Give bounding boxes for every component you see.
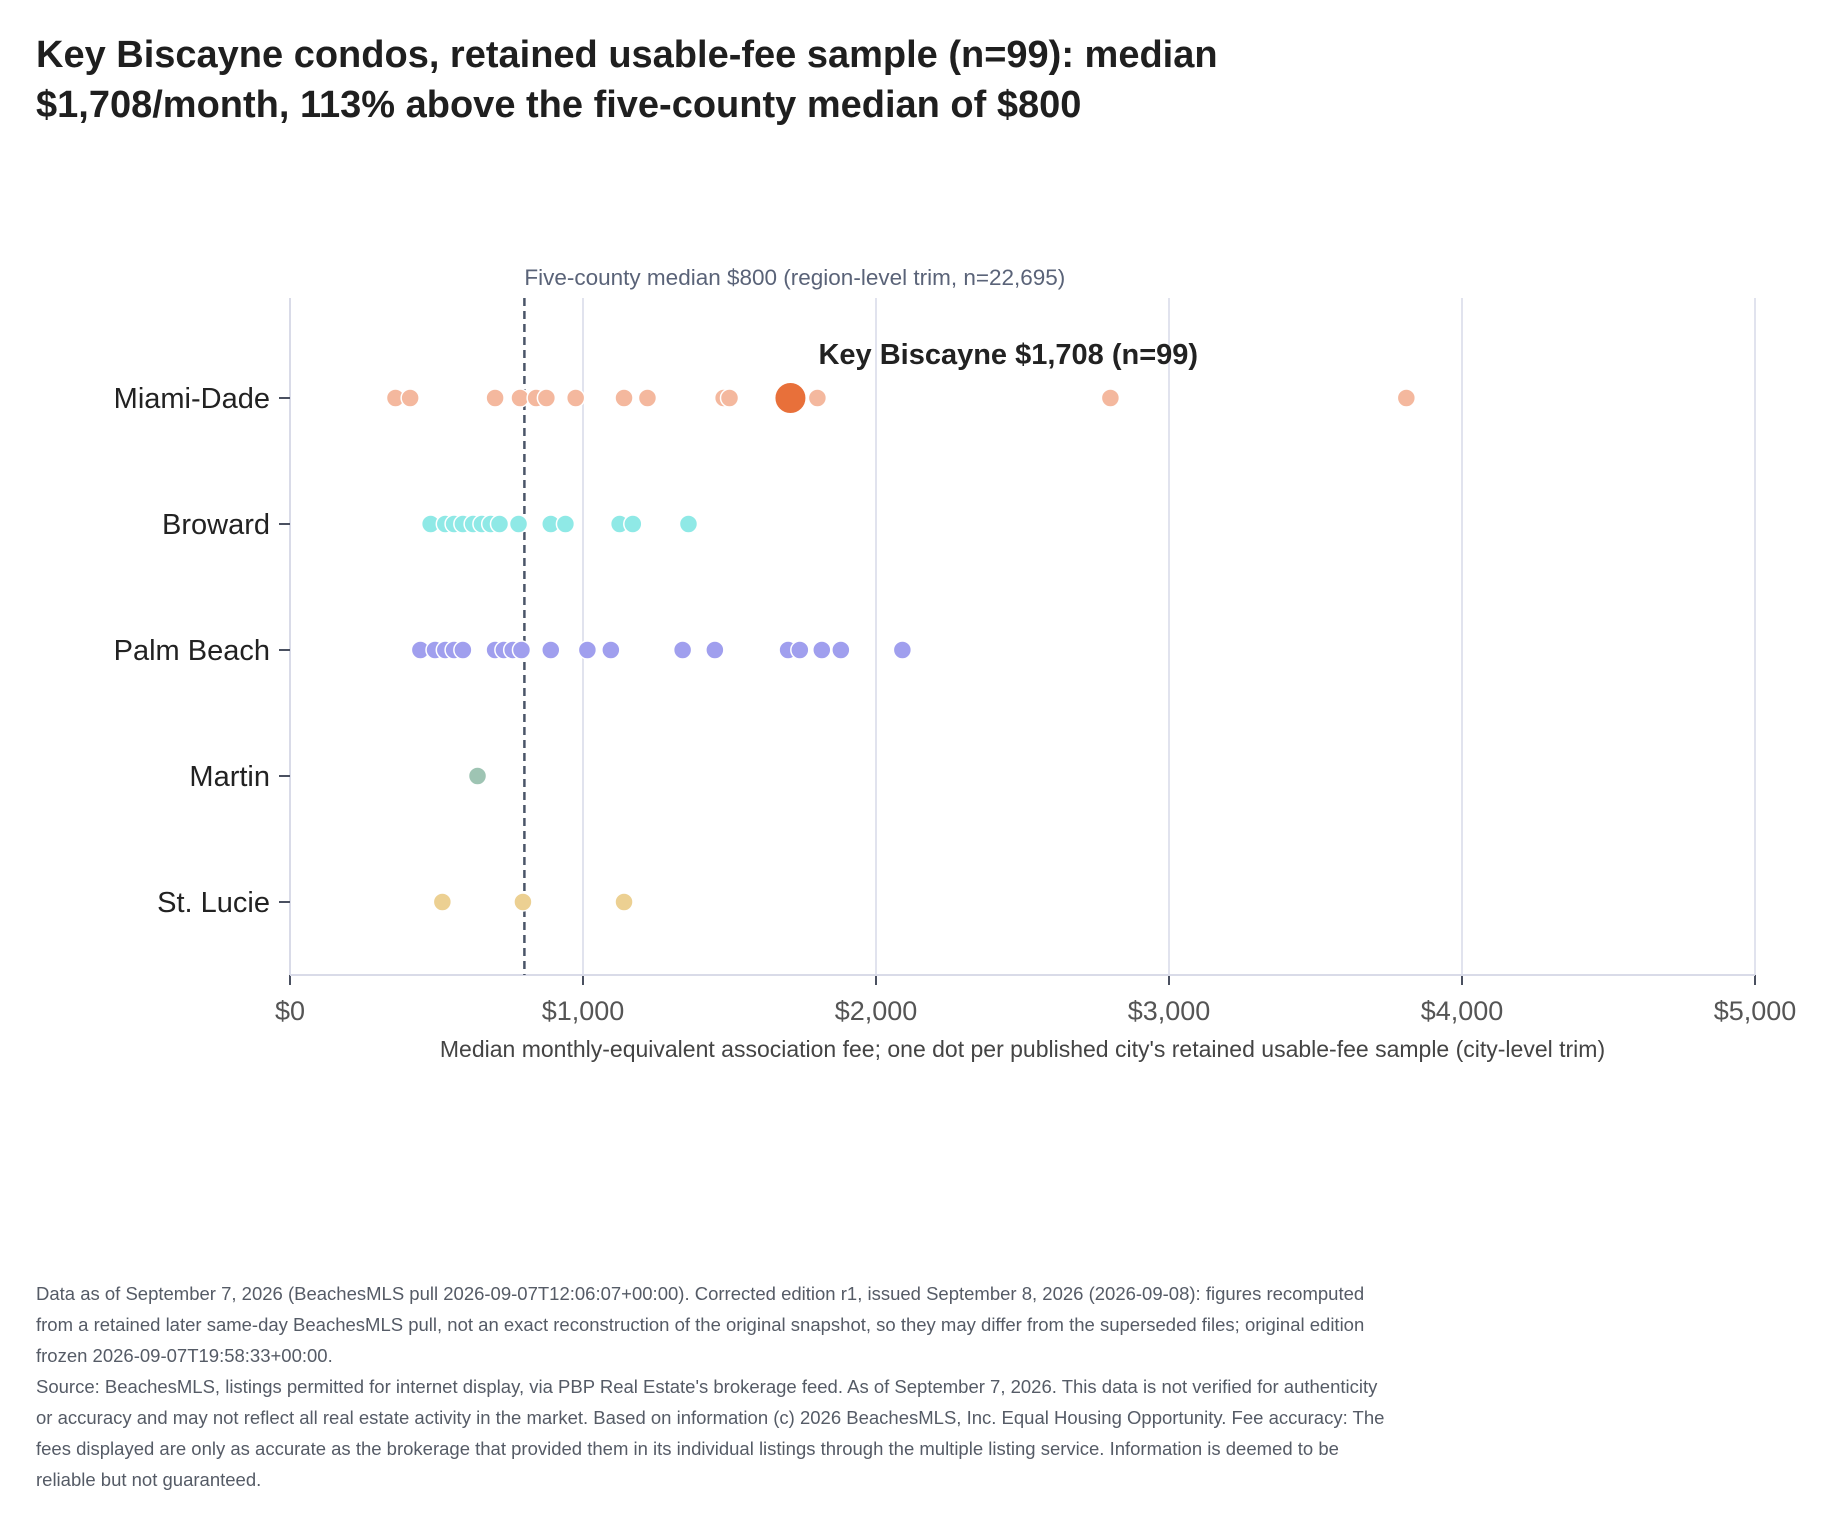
x-tick-label: $1,000 (542, 996, 625, 1026)
city-dot (400, 388, 420, 408)
footnote: Data as of September 7, 2026 (BeachesMLS… (36, 1278, 1396, 1495)
chart-title-line-2: $1,708/month, 113% above the five-county… (36, 84, 1082, 126)
axes: $0 $1,000 $2,000 $3,000 $4,000 $5,000 Miami-Da… (114, 298, 1797, 1062)
city-dot (510, 388, 530, 408)
x-tick-label: $4,000 (1421, 996, 1504, 1026)
city-dot (1100, 388, 1121, 408)
city-dot (705, 640, 725, 660)
city-dot (513, 892, 533, 912)
x-tick-label: $2,000 (835, 996, 918, 1026)
y-tick-label: Palm Beach (114, 635, 270, 667)
city-dot (541, 640, 561, 660)
city-dot (892, 640, 913, 660)
city-dot (807, 388, 828, 408)
labels: Key Biscayne $1,708 (n=99) (818, 339, 1198, 371)
five-county-median-label: Five-county median $800 (region-level tr… (524, 265, 1065, 290)
key-biscayne-dot (773, 381, 808, 415)
dots (385, 381, 1417, 912)
reference-line-group: Five-county median $800 (region-level tr… (523, 265, 1065, 975)
city-dot (672, 640, 693, 660)
footnote-data-note: Data as of September 7, 2026 (BeachesMLS… (36, 1283, 1365, 1366)
y-tick-label: St. Lucie (157, 887, 270, 919)
city-dot (637, 388, 658, 408)
city-dot (489, 514, 510, 534)
x-axis-label: Median monthly-equivalent association fe… (440, 1036, 1605, 1062)
city-dot (614, 892, 634, 912)
city-dot (508, 514, 529, 534)
city-dot (790, 640, 810, 660)
x-tick-label: $3,000 (1128, 996, 1211, 1026)
city-dot (831, 640, 851, 660)
footnote-source-note: Source: BeachesMLS, listings permitted f… (36, 1376, 1385, 1490)
city-dot (577, 640, 598, 660)
city-dot (511, 640, 532, 660)
x-tick-label: $0 (275, 996, 305, 1026)
city-dot (719, 388, 740, 408)
x-tick-label: $5,000 (1714, 996, 1797, 1026)
y-tick-label: Miami-Dade (114, 383, 270, 415)
chart-title: Key Biscayne condos, retained usable-fee… (36, 30, 1436, 130)
city-dot (432, 892, 453, 912)
city-dot (555, 514, 576, 534)
gridlines (582, 298, 1756, 975)
city-dot (565, 388, 586, 408)
city-dot (467, 766, 488, 786)
city-dot (453, 640, 473, 660)
city-dot (536, 388, 557, 408)
key-biscayne-label: Key Biscayne $1,708 (n=99) (818, 339, 1198, 371)
y-tick-label: Broward (162, 509, 270, 541)
chart-title-line-1: Key Biscayne condos, retained usable-fee… (36, 34, 1218, 76)
y-tick-label: Martin (189, 761, 270, 793)
city-dot (678, 514, 699, 534)
city-dot (623, 514, 643, 534)
city-dot (812, 640, 832, 660)
city-dot (614, 388, 634, 408)
city-dot (601, 640, 621, 660)
city-dot (485, 388, 505, 408)
city-dot (1396, 388, 1417, 408)
